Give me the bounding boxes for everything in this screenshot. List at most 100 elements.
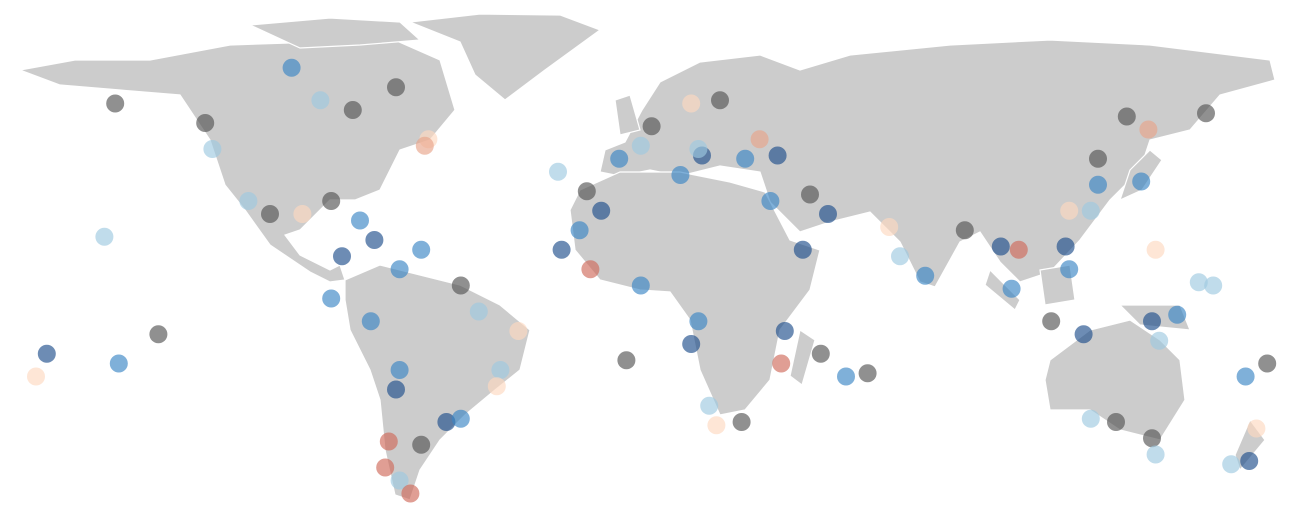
point bbox=[1060, 201, 1079, 220]
point bbox=[1189, 273, 1208, 292]
point bbox=[1089, 175, 1107, 194]
north-america bbox=[17, 37, 456, 283]
point bbox=[1089, 149, 1107, 168]
point bbox=[469, 302, 488, 321]
point bbox=[376, 458, 395, 477]
point bbox=[390, 260, 409, 279]
point bbox=[1042, 312, 1061, 331]
point bbox=[239, 192, 258, 210]
point bbox=[552, 240, 571, 259]
point bbox=[1247, 419, 1266, 438]
point bbox=[761, 192, 780, 210]
britain bbox=[614, 94, 641, 136]
point bbox=[1081, 201, 1100, 220]
point bbox=[37, 344, 56, 363]
point bbox=[775, 322, 794, 340]
point bbox=[365, 231, 384, 249]
point bbox=[1240, 452, 1259, 470]
point bbox=[487, 377, 506, 396]
point bbox=[1060, 260, 1079, 279]
point bbox=[196, 114, 215, 132]
point bbox=[351, 211, 369, 230]
point bbox=[689, 140, 708, 158]
point bbox=[379, 432, 398, 451]
point bbox=[682, 335, 701, 353]
point bbox=[1150, 331, 1169, 350]
point bbox=[610, 149, 629, 168]
point bbox=[671, 166, 690, 184]
point bbox=[707, 416, 726, 435]
point bbox=[412, 240, 431, 259]
point bbox=[1009, 240, 1028, 259]
madagascar bbox=[789, 329, 816, 387]
point bbox=[736, 149, 755, 168]
point bbox=[293, 205, 312, 223]
point bbox=[689, 312, 708, 331]
point bbox=[858, 364, 877, 383]
arctic-islands bbox=[247, 17, 422, 49]
point bbox=[282, 58, 301, 77]
point bbox=[1056, 237, 1075, 256]
point bbox=[149, 325, 168, 344]
point bbox=[1143, 429, 1161, 448]
point bbox=[491, 361, 510, 379]
point bbox=[322, 289, 341, 308]
point bbox=[711, 91, 729, 110]
point bbox=[700, 396, 719, 415]
point bbox=[1258, 354, 1277, 373]
point bbox=[1204, 276, 1223, 295]
point bbox=[916, 266, 935, 285]
point bbox=[412, 435, 431, 454]
point bbox=[27, 367, 45, 386]
point bbox=[1107, 413, 1125, 431]
point bbox=[333, 247, 351, 266]
point bbox=[451, 409, 470, 428]
point bbox=[1132, 172, 1151, 191]
point bbox=[955, 221, 974, 240]
point bbox=[109, 354, 128, 373]
point bbox=[1143, 312, 1161, 331]
point bbox=[203, 140, 222, 158]
point bbox=[95, 227, 114, 246]
greenland bbox=[409, 13, 602, 101]
point bbox=[451, 276, 470, 295]
point bbox=[1074, 325, 1093, 344]
point bbox=[1146, 445, 1165, 464]
point bbox=[387, 380, 405, 399]
point bbox=[592, 201, 611, 220]
point bbox=[387, 78, 405, 97]
point bbox=[361, 312, 380, 331]
point bbox=[631, 136, 650, 155]
point bbox=[1168, 305, 1187, 324]
point bbox=[880, 218, 899, 236]
point bbox=[991, 237, 1010, 256]
point bbox=[390, 471, 409, 490]
point bbox=[768, 146, 787, 165]
point bbox=[549, 162, 567, 181]
point bbox=[577, 182, 596, 201]
point bbox=[631, 276, 650, 295]
point bbox=[581, 260, 600, 279]
africa bbox=[569, 171, 821, 416]
point bbox=[819, 205, 837, 223]
point bbox=[1146, 240, 1165, 259]
point bbox=[891, 247, 909, 266]
point bbox=[811, 344, 830, 363]
point bbox=[682, 94, 701, 113]
point bbox=[732, 413, 751, 431]
point bbox=[750, 130, 769, 149]
point bbox=[1222, 455, 1241, 474]
point bbox=[772, 354, 791, 373]
point bbox=[437, 413, 456, 431]
point bbox=[1139, 120, 1158, 139]
point bbox=[801, 185, 819, 204]
point bbox=[642, 117, 661, 136]
point bbox=[1081, 409, 1100, 428]
point bbox=[106, 94, 125, 113]
point bbox=[1117, 107, 1136, 126]
points bbox=[27, 58, 1277, 503]
point bbox=[1002, 279, 1021, 298]
point bbox=[509, 322, 528, 340]
